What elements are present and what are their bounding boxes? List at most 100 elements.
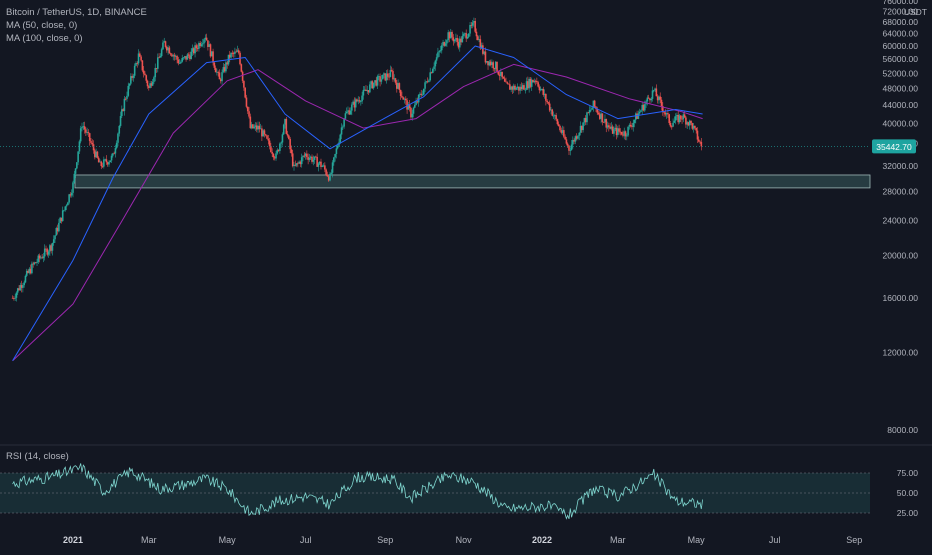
candle-body [160, 49, 163, 57]
candle-body [114, 148, 117, 154]
candle-body [633, 119, 636, 123]
candle-body [231, 52, 234, 54]
candle-body [123, 98, 126, 112]
candle-body [154, 67, 157, 78]
candle-body [695, 127, 697, 131]
candle-body [263, 130, 266, 135]
candle-body [631, 126, 633, 128]
candle-body [295, 163, 298, 166]
candle-body [42, 256, 45, 259]
candle-body [244, 87, 246, 98]
candle-body [219, 79, 222, 82]
price-tick-label: 20000.00 [883, 250, 919, 260]
time-tick-label: 2021 [63, 535, 83, 545]
candle-body [487, 61, 489, 66]
candle-body [551, 109, 554, 116]
candle-body [691, 123, 694, 129]
candle-body [61, 210, 64, 222]
price-tick-label: 8000.00 [887, 425, 918, 435]
candle-body [126, 95, 128, 99]
candle-body [474, 21, 476, 32]
price-tick-label: 16000.00 [883, 293, 919, 303]
candle-body [606, 125, 609, 128]
candle-body [654, 88, 656, 90]
candle-body [180, 61, 182, 63]
ma100-legend[interactable]: MA (100, close, 0) [6, 33, 83, 44]
candle-body [425, 81, 428, 83]
candle-body [428, 80, 430, 82]
candle-body [87, 132, 90, 134]
candle-body [494, 61, 497, 70]
candle-body [673, 120, 676, 123]
time-tick-label: 2022 [532, 535, 552, 545]
candle-body [388, 76, 390, 78]
candle-body [342, 126, 344, 128]
candle-body [50, 245, 52, 251]
candle-body [204, 37, 207, 40]
candle-body [122, 109, 124, 112]
candle-body [460, 38, 462, 43]
candle-body [568, 145, 570, 151]
candle-body [41, 257, 43, 259]
candle-body [661, 106, 664, 112]
candle-body [320, 161, 322, 167]
candle-body [433, 66, 435, 70]
candle-body [135, 62, 137, 66]
candle-body [199, 43, 202, 47]
chart-legend: Bitcoin / TetherUS, 1D, BINANCE MA (50, … [6, 6, 147, 45]
candle-body [132, 75, 135, 78]
candle-body [201, 43, 204, 45]
candle-body [592, 100, 595, 108]
candle-body [297, 163, 299, 165]
candle-body [151, 81, 154, 86]
candle-body [91, 142, 94, 145]
candle-body [378, 76, 380, 78]
candle-body [291, 153, 294, 167]
candle-body [614, 127, 617, 130]
candle-body [597, 112, 600, 115]
candle-body [430, 72, 433, 74]
candle-body [312, 159, 315, 162]
rsi-legend[interactable]: RSI (14, close) [6, 451, 69, 462]
candle-body [52, 239, 55, 244]
candle-body [246, 106, 249, 112]
candle-body [417, 94, 420, 103]
candle-body [223, 67, 226, 72]
candle-body [658, 96, 660, 101]
candle-body [327, 176, 330, 181]
candle-body [194, 45, 196, 54]
candle-body [302, 155, 304, 158]
candle-body [27, 270, 29, 273]
candle-body [545, 93, 547, 101]
candle-body [619, 131, 622, 133]
symbol-title[interactable]: Bitcoin / TetherUS, 1D, BINANCE [6, 7, 147, 18]
candle-body [692, 125, 695, 129]
last-price-tag [872, 139, 916, 154]
candle-body [22, 285, 24, 288]
price-tick-label: 52000.00 [883, 68, 919, 78]
candle-body [370, 81, 372, 85]
candle-body [176, 56, 178, 60]
candle-body [422, 88, 425, 95]
candle-body [82, 126, 85, 127]
ma50-legend[interactable]: MA (50, close, 0) [6, 20, 78, 31]
candle-body [54, 235, 56, 240]
candle-body [14, 297, 16, 299]
candle-body [542, 88, 545, 95]
candle-body [498, 74, 501, 76]
candle-body [449, 32, 452, 39]
candle-body [316, 157, 318, 167]
candle-body [333, 157, 335, 163]
candle-body [273, 157, 276, 159]
candle-body [410, 108, 412, 118]
candle-body [686, 122, 688, 125]
candle-body [94, 150, 96, 158]
candle-body [527, 81, 529, 89]
candle-body [385, 73, 388, 81]
candle-body [185, 56, 187, 60]
candle-body [351, 104, 353, 111]
candle-body [609, 127, 611, 129]
candle-body [564, 136, 566, 140]
